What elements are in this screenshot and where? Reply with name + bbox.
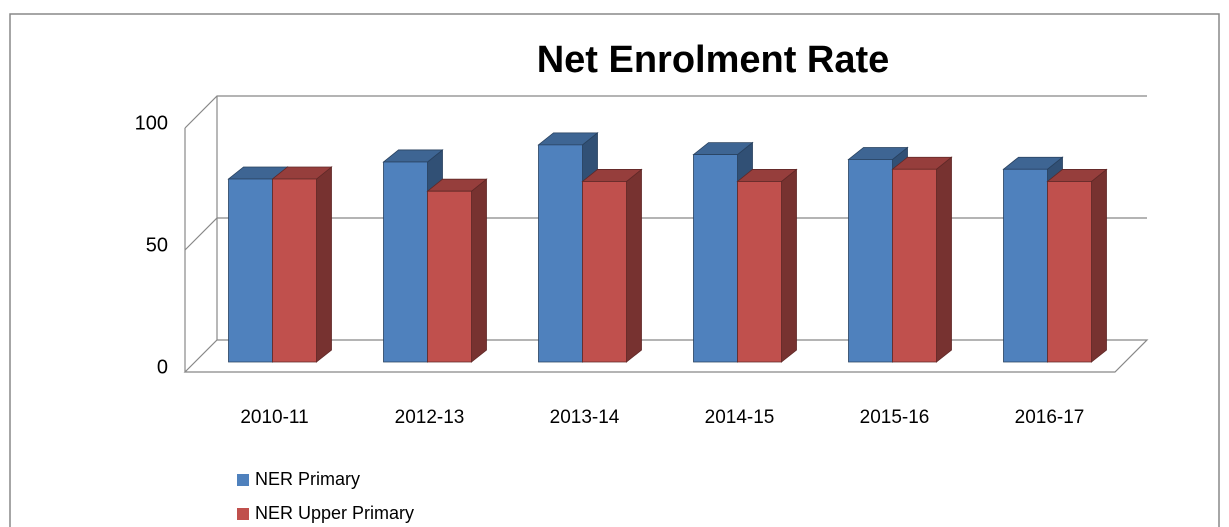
bar	[426, 178, 488, 363]
bar-side	[1091, 168, 1107, 363]
bar-front	[228, 178, 273, 363]
bar-front	[693, 154, 738, 363]
bar	[736, 168, 798, 363]
grid-line	[184, 95, 1147, 129]
x-tick-label: 2016-17	[1015, 407, 1085, 428]
chart-title: Net Enrolment Rate	[537, 39, 890, 81]
bar-side	[781, 168, 797, 363]
grid-line	[184, 217, 1147, 251]
bar-side	[936, 156, 952, 363]
bar	[891, 156, 953, 363]
y-tick-label: 100	[135, 112, 168, 134]
bar-front	[848, 159, 893, 363]
x-tick-label: 2012-13	[395, 407, 465, 428]
bar-side	[626, 168, 642, 363]
bar	[1046, 168, 1108, 363]
legend-swatch	[237, 508, 249, 520]
legend-label: NER Primary	[255, 469, 360, 489]
bar-front	[383, 161, 428, 363]
y-tick-label: 0	[157, 356, 168, 378]
bar-front	[1003, 168, 1048, 363]
bar-front	[427, 190, 472, 363]
bar-front	[892, 168, 937, 363]
x-tick-label: 2013-14	[550, 407, 620, 428]
bar-front	[1047, 181, 1092, 363]
bar-front	[272, 178, 317, 363]
bar-front	[538, 144, 583, 363]
bar	[271, 166, 333, 363]
bar	[581, 168, 643, 363]
bar-front	[582, 181, 627, 363]
y-tick-label: 50	[146, 234, 168, 256]
legend-label: NER Upper Primary	[255, 503, 414, 523]
x-tick-label: 2014-15	[705, 407, 775, 428]
bar-side	[471, 178, 487, 363]
x-tick-label: 2015-16	[860, 407, 930, 428]
legend-swatch	[237, 474, 249, 486]
x-tick-label: 2010-11	[240, 407, 308, 428]
bar-front	[737, 181, 782, 363]
bar-side	[316, 166, 332, 363]
